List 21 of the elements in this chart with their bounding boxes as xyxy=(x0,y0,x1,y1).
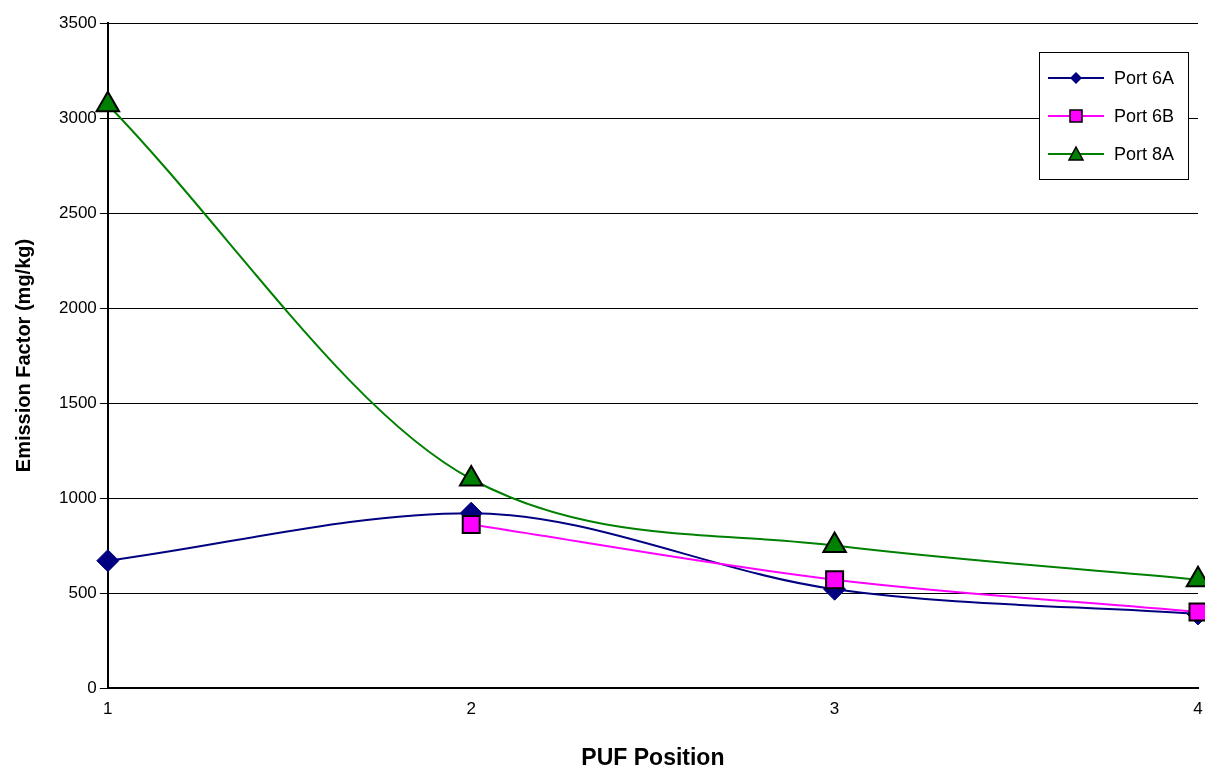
x-axis-title: PUF Position xyxy=(581,743,725,768)
legend-label: Port 6A xyxy=(1113,67,1174,89)
legend-label: Port 8A xyxy=(1113,143,1174,165)
x-tick-label: 4 xyxy=(1193,698,1203,718)
y-tick-label: 2000 xyxy=(58,297,97,317)
y-tick-label: 0 xyxy=(87,677,97,697)
y-axis-title: Emission Factor (mg/kg) xyxy=(11,238,34,473)
point xyxy=(96,549,120,573)
legend-label: Port 6B xyxy=(1113,105,1174,127)
point xyxy=(825,570,845,590)
y-tick-label: 3500 xyxy=(58,12,97,32)
x-tick-label: 2 xyxy=(466,698,476,718)
point xyxy=(95,90,121,113)
y-tick-label: 2500 xyxy=(58,202,97,222)
y-tick-label: 500 xyxy=(68,582,97,602)
y-tick-label: 1000 xyxy=(58,487,97,507)
point xyxy=(461,515,481,535)
x-tick-label: 3 xyxy=(829,698,840,718)
y-tick-label: 3000 xyxy=(58,107,97,127)
y-tick-label: 1500 xyxy=(58,392,97,412)
x-tick-label: 1 xyxy=(103,698,113,718)
